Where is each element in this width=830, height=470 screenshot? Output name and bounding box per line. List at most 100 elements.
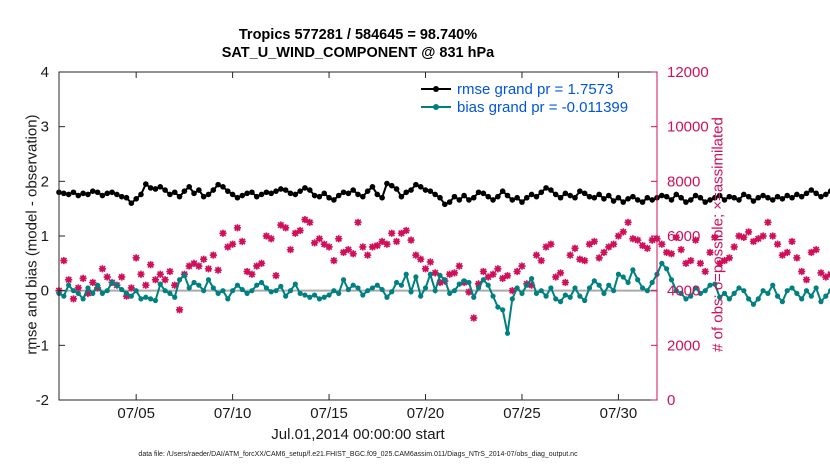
rmse-point: [143, 181, 149, 187]
bias-point: [302, 292, 308, 298]
obs-count-point: [118, 273, 126, 281]
obs-count-point: [571, 244, 579, 252]
bias-point: [234, 282, 241, 288]
bias-point: [254, 282, 260, 288]
rmse-point: [601, 196, 607, 202]
obs-marker-d2: [755, 235, 762, 242]
bias-point: [283, 293, 289, 299]
y-axis-right-label: # of obs: o=possible; ×=assimilated: [709, 117, 727, 352]
bias-point: [278, 283, 284, 289]
obs-marker-d2: [345, 246, 352, 253]
rmse-point: [769, 197, 776, 203]
rmse-point: [147, 185, 154, 191]
bias-point: [336, 290, 342, 296]
chart-subtitle: SAT_U_WIND_COMPONENT @ 831 hPa: [221, 45, 495, 61]
obs-count-point: [470, 314, 478, 322]
obs-marker-d2: [263, 232, 270, 240]
rmse-point: [167, 191, 173, 198]
bias-point: [220, 288, 226, 294]
bias-point: [765, 290, 771, 296]
bias-point: [630, 267, 636, 273]
bias-point: [61, 293, 67, 299]
obs-marker-d2: [417, 255, 424, 263]
bias-point: [157, 281, 163, 287]
rmse-point: [678, 194, 684, 201]
x-axis-label: Jul.01,2014 00:00:00 start: [271, 426, 445, 443]
bias-point: [721, 290, 728, 296]
obs-count-point: [513, 267, 521, 276]
bias-point: [615, 271, 622, 277]
obs-marker-d2: [518, 262, 526, 270]
obs-marker-d2: [484, 273, 492, 281]
bias-point: [803, 288, 810, 294]
obs-count-point: [759, 232, 767, 240]
rmse-point: [485, 193, 492, 200]
obs-marker-d2: [359, 243, 367, 251]
obs-count-point: [296, 226, 304, 235]
y-left-tick-label: 0: [41, 283, 49, 300]
bias-point: [316, 296, 323, 302]
rmse-point: [186, 184, 193, 190]
obs-count-point: [638, 241, 647, 250]
obs-marker-d2: [412, 251, 420, 259]
rmse-point: [427, 188, 434, 194]
rmse-point: [803, 190, 810, 197]
obs-marker-d2: [619, 228, 627, 236]
bias-point: [167, 290, 173, 296]
bias-point: [393, 279, 400, 286]
bias-point: [456, 281, 462, 287]
y-axis-left-label: rmse and bias (model - observation): [23, 114, 41, 355]
obs-count-point: [489, 270, 497, 278]
obs-marker-d2: [210, 251, 217, 259]
legend-marker-rmse: [433, 86, 439, 92]
bias-point: [688, 293, 694, 299]
obs-marker-d2: [84, 290, 92, 297]
rmse-point: [432, 191, 438, 198]
obs-count-series: [55, 216, 830, 322]
obs-count-point: [65, 276, 73, 284]
rmse-point: [731, 194, 737, 201]
obs-count-point: [716, 259, 724, 267]
obs-count-point: [364, 251, 372, 259]
bias-point: [273, 288, 279, 294]
bias-point: [225, 296, 231, 302]
obs-marker-d2: [480, 268, 487, 275]
obs-count-point: [547, 240, 555, 248]
bias-point: [331, 288, 337, 294]
obs-marker-d2: [489, 271, 497, 278]
bias-point: [485, 282, 491, 288]
rmse-point: [634, 197, 641, 203]
rmse-point: [244, 190, 250, 197]
bias-point: [244, 290, 250, 296]
y-right-tick-label: 10000: [667, 119, 709, 136]
obs-count-point: [175, 306, 184, 314]
y-right-tick-label: 6000: [667, 228, 700, 245]
obs-marker-d2: [711, 234, 719, 241]
bias-point: [143, 294, 149, 300]
obs-marker-d2: [316, 235, 323, 242]
rmse-point: [340, 189, 347, 196]
bias-point: [702, 288, 708, 294]
bias-point: [432, 288, 438, 294]
obs-count-point: [812, 246, 820, 254]
rmse-point: [398, 193, 405, 200]
bias-point: [437, 272, 443, 278]
y-right-tick-label: 4000: [667, 283, 700, 300]
obs-marker-d2: [687, 257, 695, 264]
rmse-point: [200, 193, 207, 200]
rmse-point: [726, 193, 733, 200]
obs-marker-d2: [422, 265, 429, 273]
bias-point: [258, 279, 265, 286]
obs-marker-d2: [398, 230, 405, 237]
rmse-point: [625, 196, 631, 202]
obs-marker-d2: [513, 268, 521, 275]
obs-marker-d2: [301, 216, 309, 223]
obs-marker-d2: [330, 257, 338, 264]
rmse-point: [533, 193, 540, 200]
rmse-point: [490, 197, 496, 203]
rmse-point: [224, 188, 231, 194]
obs-marker-d2: [60, 257, 68, 264]
legend-label-bias: bias grand pr = -0.011399: [457, 99, 628, 116]
rmse-point: [610, 198, 617, 204]
obs-marker-d2: [306, 219, 314, 226]
